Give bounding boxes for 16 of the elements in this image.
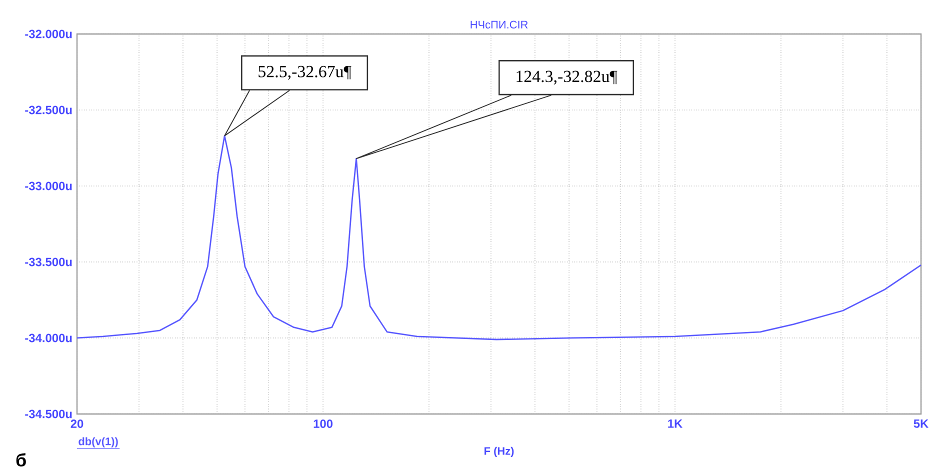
y-tick-label: -33.000u [25,182,72,190]
text: db(v(1)) [78,437,118,448]
x-tick-label: 1K [668,420,683,428]
y-tick-label: -33.500u [25,258,72,266]
x-axis-title: F (Hz) [484,446,514,458]
x-tick-label: 5K [914,420,929,428]
annotation: 124.3,-32.82u¶ [516,70,618,85]
y-tick-label: -32.500u [25,106,72,114]
y-tick-label: -34.500u [25,410,72,418]
y-tick-label: -34.000u [25,334,72,342]
text: б [16,453,26,466]
x-tick-label: 20 [70,420,84,428]
annotation: 52.5,-32.67u¶ [258,66,352,80]
x-tick-label: 100 [314,420,333,428]
chart-title: НЧсПИ.CIR [470,20,528,28]
y-tick-label: -32.000u [25,30,72,38]
